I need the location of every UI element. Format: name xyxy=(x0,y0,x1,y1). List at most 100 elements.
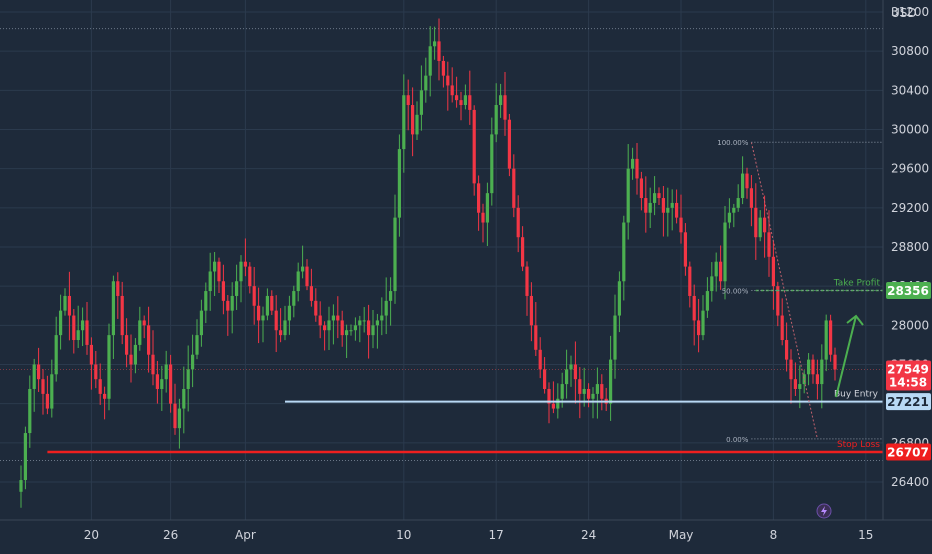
candle-body[interactable] xyxy=(133,344,137,365)
candle-body[interactable] xyxy=(415,114,419,135)
candle-body[interactable] xyxy=(582,388,586,394)
candle-body[interactable] xyxy=(798,384,802,389)
candle-body[interactable] xyxy=(182,388,186,409)
candle-body[interactable] xyxy=(820,359,824,385)
candle-body[interactable] xyxy=(393,217,397,292)
candle-body[interactable] xyxy=(230,295,234,311)
candle-body[interactable] xyxy=(358,320,362,326)
candle-body[interactable] xyxy=(173,403,177,429)
candle-body[interactable] xyxy=(560,384,564,399)
candle-body[interactable] xyxy=(754,207,758,238)
candle-body[interactable] xyxy=(67,295,71,316)
candle-body[interactable] xyxy=(54,335,58,375)
candle-body[interactable] xyxy=(195,335,199,355)
candle-body[interactable] xyxy=(248,266,252,287)
candle-body[interactable] xyxy=(732,207,736,213)
candle-body[interactable] xyxy=(235,281,239,296)
candle-body[interactable] xyxy=(155,374,159,389)
candle-body[interactable] xyxy=(116,281,120,296)
candle-body[interactable] xyxy=(85,320,89,345)
candle-body[interactable] xyxy=(177,408,181,429)
candle-body[interactable] xyxy=(494,105,498,135)
candle-body[interactable] xyxy=(397,149,401,218)
candle-body[interactable] xyxy=(463,95,467,106)
candle-body[interactable] xyxy=(213,261,217,272)
candle-body[interactable] xyxy=(72,315,76,341)
candle-body[interactable] xyxy=(587,388,591,399)
candle-body[interactable] xyxy=(670,202,674,208)
candle-body[interactable] xyxy=(226,300,230,311)
candle-body[interactable] xyxy=(296,271,300,292)
candle-body[interactable] xyxy=(63,295,67,311)
candle-body[interactable] xyxy=(521,237,525,267)
candle-body[interactable] xyxy=(679,217,683,233)
candle-body[interactable] xyxy=(591,393,595,399)
candle-body[interactable] xyxy=(639,178,643,199)
candle-body[interactable] xyxy=(829,320,833,355)
candle-body[interactable] xyxy=(516,207,520,238)
candle-body[interactable] xyxy=(340,320,344,336)
candle-body[interactable] xyxy=(661,198,665,213)
candle-body[interactable] xyxy=(406,95,410,106)
candle-body[interactable] xyxy=(481,212,485,223)
candle-body[interactable] xyxy=(626,168,630,223)
candle-body[interactable] xyxy=(125,335,129,355)
candle-body[interactable] xyxy=(595,384,599,394)
candle-body[interactable] xyxy=(283,320,287,336)
candle-body[interactable] xyxy=(450,85,454,96)
candle-body[interactable] xyxy=(389,291,393,301)
candle-body[interactable] xyxy=(609,359,613,404)
candle-body[interactable] xyxy=(785,340,789,360)
candle-body[interactable] xyxy=(160,379,164,389)
candle-body[interactable] xyxy=(468,95,472,110)
candle-body[interactable] xyxy=(23,433,27,481)
candle-body[interactable] xyxy=(353,325,357,331)
candle-body[interactable] xyxy=(98,379,102,394)
candle-body[interactable] xyxy=(367,320,371,336)
candle-body[interactable] xyxy=(824,320,828,360)
candle-body[interactable] xyxy=(111,281,115,336)
candle-body[interactable] xyxy=(727,212,731,223)
candle-body[interactable] xyxy=(556,398,560,409)
candle-body[interactable] xyxy=(301,266,305,272)
candle-body[interactable] xyxy=(459,100,463,106)
candle-body[interactable] xyxy=(164,364,168,380)
candle-body[interactable] xyxy=(692,295,696,321)
candle-body[interactable] xyxy=(371,325,375,336)
candle-body[interactable] xyxy=(221,281,225,301)
candle-body[interactable] xyxy=(50,374,54,409)
candle-body[interactable] xyxy=(525,266,529,296)
candle-body[interactable] xyxy=(375,320,379,326)
candle-body[interactable] xyxy=(538,349,542,370)
candle-body[interactable] xyxy=(622,222,626,282)
candle-body[interactable] xyxy=(657,193,661,199)
candle-body[interactable] xyxy=(147,325,151,355)
time-axis[interactable]: 20 26 Apr 10 17 24 May 8 15 xyxy=(84,528,874,542)
candle-body[interactable] xyxy=(384,300,388,316)
candle-body[interactable] xyxy=(437,41,441,61)
candle-body[interactable] xyxy=(274,310,278,331)
candle-body[interactable] xyxy=(336,315,340,321)
candle-body[interactable] xyxy=(472,109,476,184)
candle-body[interactable] xyxy=(741,173,745,199)
candle-body[interactable] xyxy=(204,291,208,311)
candle-body[interactable] xyxy=(569,364,573,370)
candle-body[interactable] xyxy=(314,300,318,316)
candle-body[interactable] xyxy=(37,364,41,380)
candle-body[interactable] xyxy=(833,354,837,370)
candle-body[interactable] xyxy=(239,261,243,282)
candle-body[interactable] xyxy=(631,158,635,169)
candle-body[interactable] xyxy=(411,105,415,135)
candle-body[interactable] xyxy=(94,364,98,380)
candle-body[interactable] xyxy=(287,305,291,321)
candle-body[interactable] xyxy=(243,261,247,267)
candle-body[interactable] xyxy=(477,183,481,213)
candle-body[interactable] xyxy=(32,364,36,389)
candle-body[interactable] xyxy=(547,388,551,404)
candle-body[interactable] xyxy=(309,286,313,301)
candle-body[interactable] xyxy=(745,173,749,189)
candle-body[interactable] xyxy=(28,388,32,434)
candle-body[interactable] xyxy=(512,168,516,208)
candle-body[interactable] xyxy=(59,310,63,336)
